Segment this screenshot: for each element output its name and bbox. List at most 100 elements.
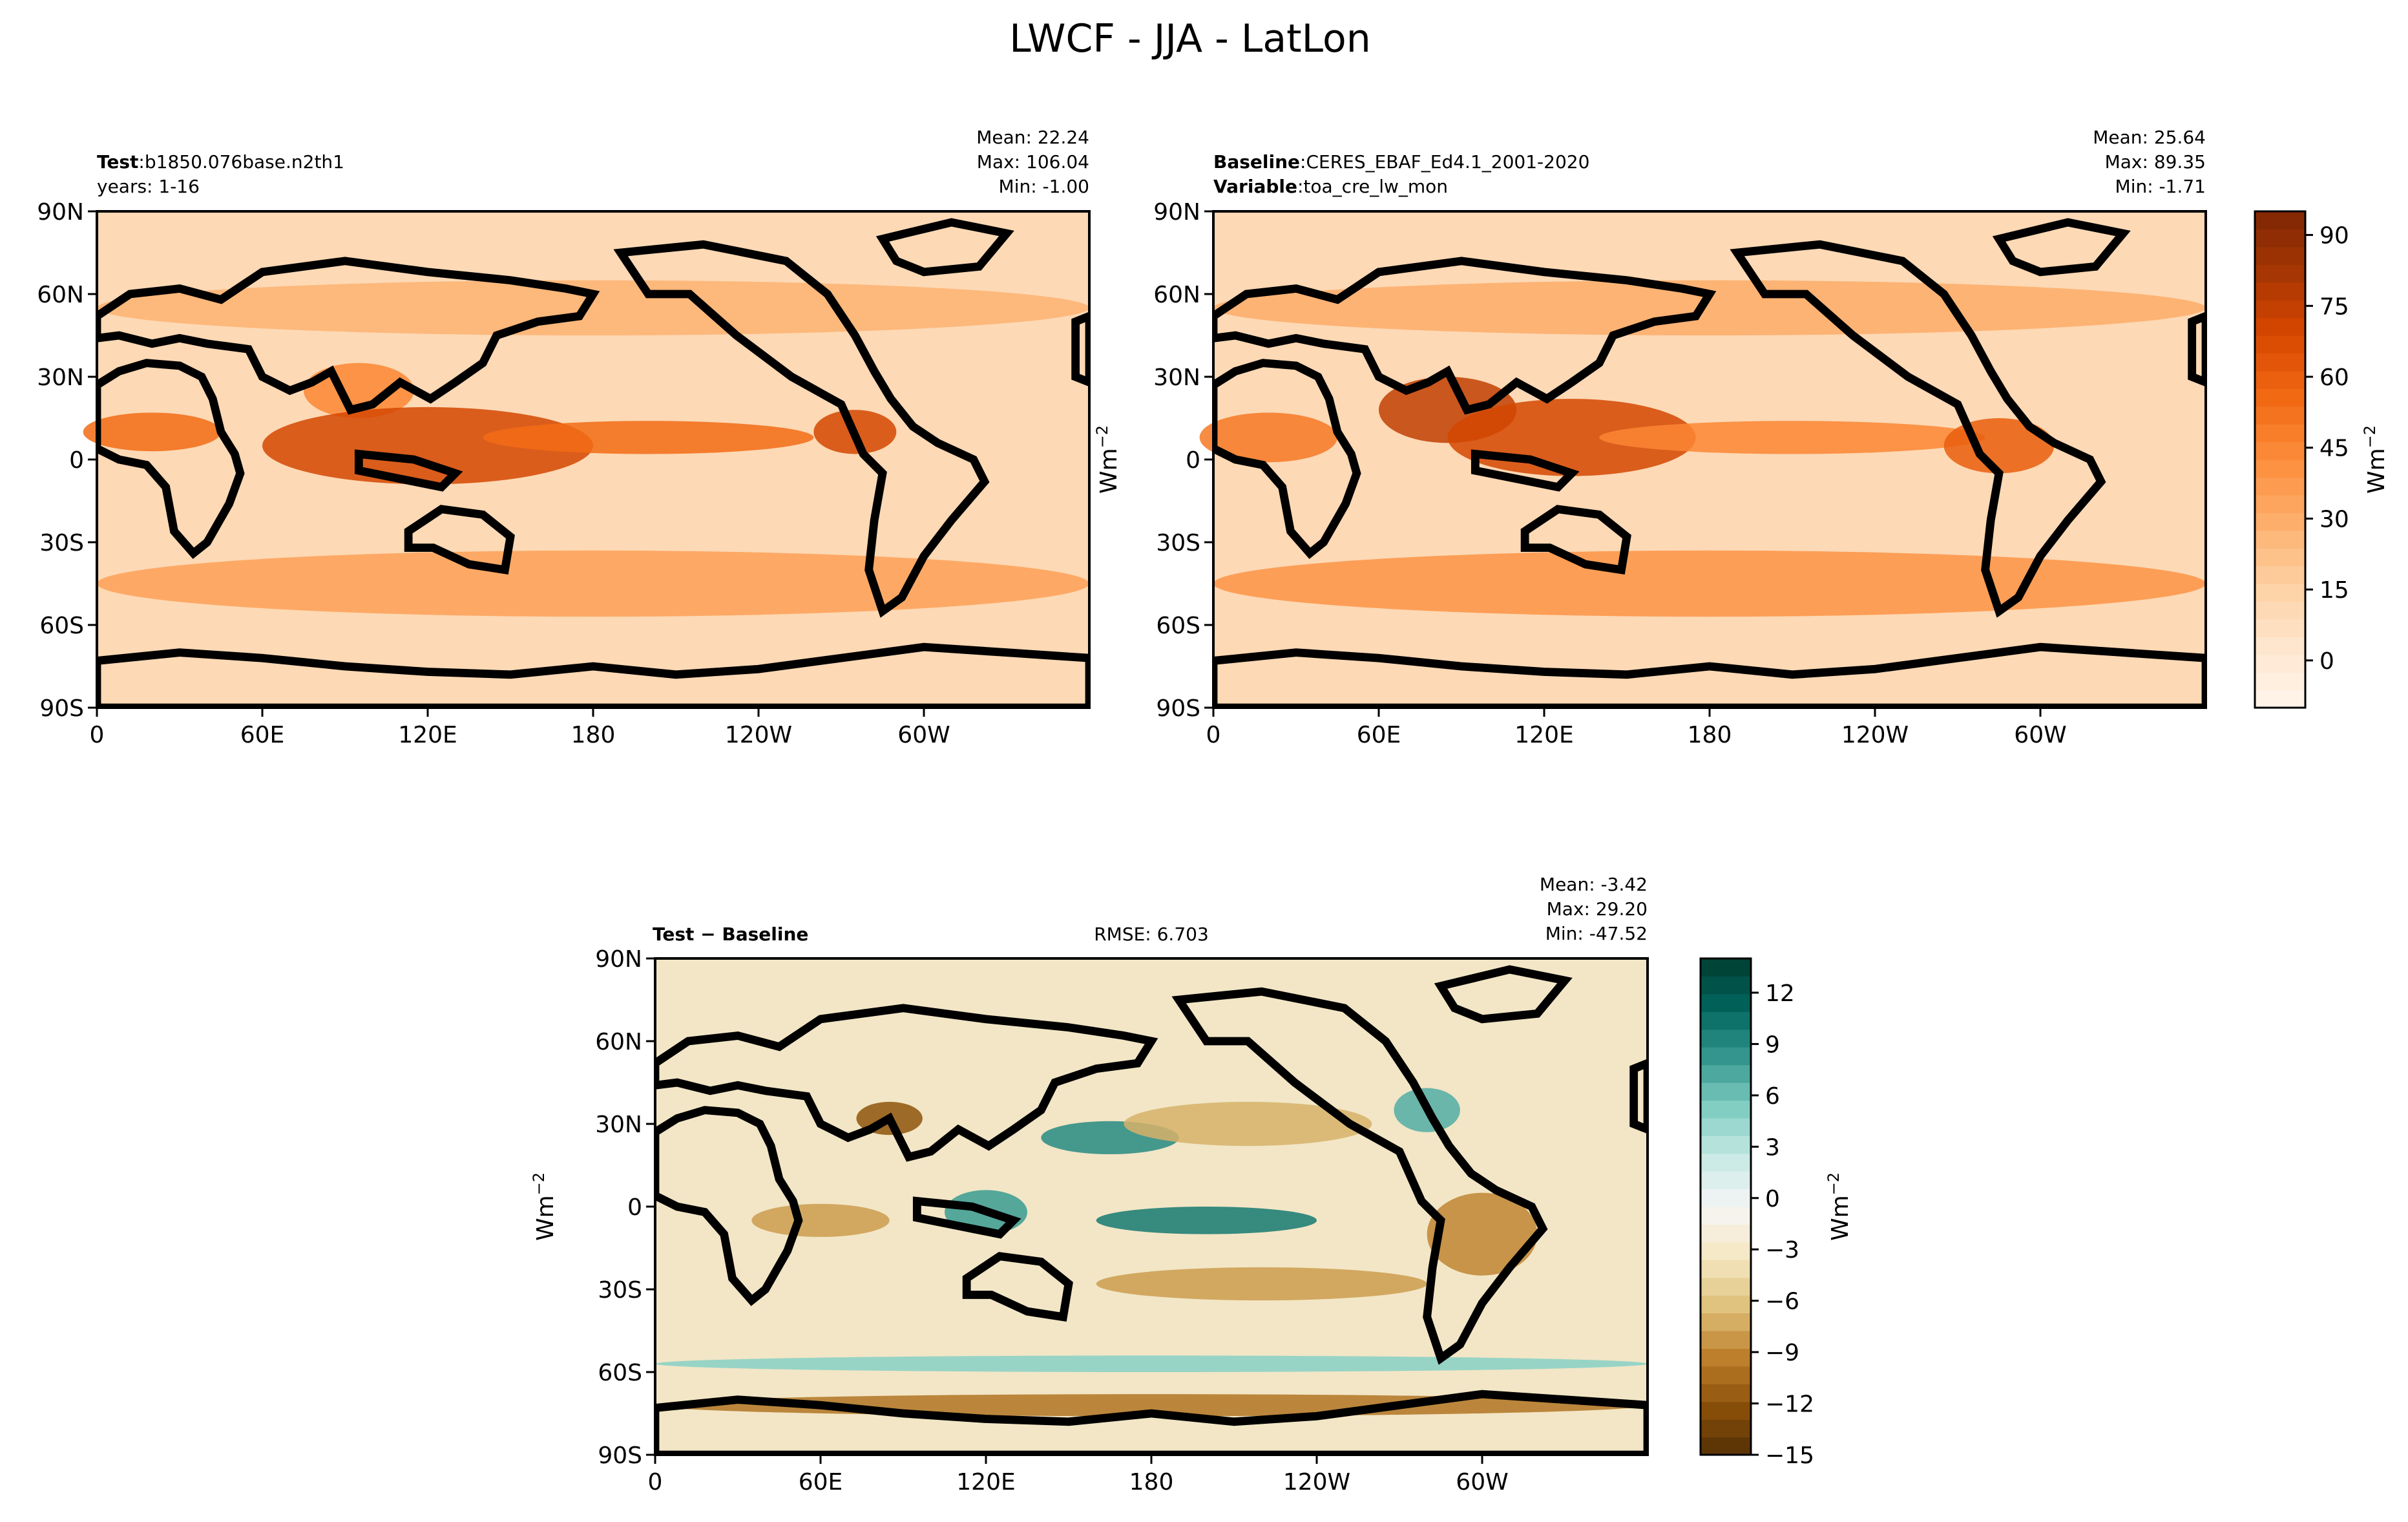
baseline-ytick-label: 30S (1156, 530, 1200, 556)
difference-colorbar-step (1701, 1117, 1751, 1136)
difference-xtick-label: 180 (1129, 1469, 1174, 1496)
difference-colorbar-step (1701, 1437, 1751, 1455)
baseline-colorbar-step (2255, 441, 2305, 460)
baseline-colorbar-label: Wm−2 (2361, 425, 2390, 494)
test-ytick-label: 60N (37, 282, 84, 308)
baseline-colorbar-step (2255, 565, 2305, 584)
baseline-colorbar-tick-label: 15 (2319, 577, 2349, 604)
baseline-colorbar-step (2255, 211, 2305, 230)
difference-colorbar-tick-label: −15 (1765, 1443, 1814, 1469)
baseline-xtick-label: 60E (1357, 722, 1401, 748)
baseline-ytick-label: 30N (1153, 365, 1200, 391)
test-xtick-label: 180 (571, 722, 616, 748)
test-label-text: b1850.076base.n2th1 (145, 151, 344, 173)
test-xticks: 0 60E 120E 180 120W 60W (90, 708, 950, 748)
difference-ytick-label: 60N (595, 1029, 642, 1055)
baseline-colorbar-step (2255, 548, 2305, 567)
baseline-colorbar-step (2255, 494, 2305, 513)
baseline-yticks: 90N 60N 30N 0 30S 60S 90S (1153, 199, 1213, 722)
test-field-6 (97, 280, 1089, 335)
test-mean: Mean: 22.24 (976, 127, 1089, 148)
baseline-colorbar-step (2255, 335, 2305, 354)
difference-ytick-label: 30S (598, 1277, 642, 1304)
difference-ylabel: Wm−2 (530, 1172, 559, 1241)
baseline-xtick-label: 120E (1514, 722, 1573, 748)
difference-colorbar-step (1701, 1153, 1751, 1172)
difference-field-4 (1096, 1267, 1427, 1301)
difference-colorbar-step (1701, 976, 1751, 995)
difference-ytick-label: 0 (627, 1194, 642, 1221)
difference-rmse: RMSE: 6.703 (1094, 924, 1209, 945)
baseline-map (1199, 210, 2207, 709)
difference-colorbar-tick-label: 9 (1765, 1031, 1780, 1058)
baseline-colorbar-step (2255, 406, 2305, 425)
baseline-colorbar-tick-label: 90 (2319, 223, 2349, 249)
baseline-field-6 (1213, 280, 2206, 335)
difference-colorbar-step (1701, 1295, 1751, 1314)
baseline-xtick-label: 120W (1841, 722, 1909, 748)
baseline-colorbar-step (2255, 637, 2305, 655)
baseline-field-0 (1199, 412, 1337, 463)
test-field-5 (97, 550, 1089, 617)
difference-xtick-label: 120E (956, 1469, 1015, 1496)
baseline-ytick-label: 60S (1156, 613, 1200, 639)
difference-field-7 (1427, 1192, 1538, 1276)
difference-colorbar-step (1701, 1047, 1751, 1066)
difference-colorbar-tick-label: 0 (1765, 1186, 1780, 1212)
difference-colorbar-step (1701, 1366, 1751, 1384)
difference-colorbar-step (1701, 1224, 1751, 1243)
difference-field-5 (751, 1203, 890, 1237)
baseline-colorbar-step (2255, 513, 2305, 531)
baseline-colorbar-tick-label: 0 (2319, 648, 2334, 675)
difference-colorbar-tick-label: −9 (1765, 1340, 1799, 1366)
difference-colorbar-step (1701, 993, 1751, 1012)
test-ytick-label: 30N (37, 365, 84, 391)
difference-xtick-label: 60E (799, 1469, 843, 1496)
baseline-colorbar-step (2255, 460, 2305, 478)
difference-mean: Mean: -3.42 (1540, 874, 1648, 895)
baseline-colorbar-step (2255, 353, 2305, 372)
difference-xtick-label: 60W (1456, 1469, 1508, 1496)
baseline-colorbar-step (2255, 370, 2305, 389)
baseline-colorbar-step (2255, 424, 2305, 443)
difference-colorbar-tick-label: 3 (1765, 1134, 1780, 1161)
difference-field-8 (655, 1355, 1648, 1372)
test-label: Test:b1850.076base.n2th1 (97, 151, 344, 173)
difference-colorbar: 12 9 6 3 0 −3 −6 −9 −12 −15 Wm−2 (1699, 957, 1854, 1469)
baseline-colorbar-step (2255, 601, 2305, 620)
difference-colorbar-step (1701, 958, 1751, 977)
difference-colorbar-tick-label: −3 (1765, 1237, 1799, 1263)
difference-colorbar-step (1701, 1171, 1751, 1190)
difference-field-1 (1096, 1207, 1317, 1234)
baseline-colorbar-step (2255, 229, 2305, 248)
test-ytick-label: 60S (39, 613, 84, 639)
difference-colorbar-tick-label: 12 (1765, 980, 1795, 1007)
difference-xtick-label: 0 (648, 1469, 663, 1496)
test-ytick-label: 90N (37, 199, 84, 226)
test-xtick-label: 60E (240, 722, 285, 748)
baseline-colorbar-step (2255, 530, 2305, 549)
baseline-label: Baseline:CERES_EBAF_Ed4.1_2001-2020 (1213, 151, 1589, 173)
difference-yticks: 90N 60N 30N 0 30S 60S 90S (595, 946, 655, 1469)
difference-min: Min: -47.52 (1545, 923, 1648, 944)
test-panel: Test:b1850.076base.n2th1 years: 1-16 Mea… (37, 127, 1091, 748)
difference-colorbar-tick-label: −12 (1765, 1391, 1814, 1418)
difference-colorbar-step (1701, 1189, 1751, 1207)
baseline-ytick-label: 60N (1153, 282, 1200, 308)
baseline-colorbar-step (2255, 388, 2305, 407)
baseline-variable-bold: Variable (1213, 176, 1297, 197)
baseline-label-bold: Baseline (1213, 151, 1300, 173)
difference-map (654, 957, 1649, 1456)
difference-colorbar-step (1701, 1064, 1751, 1083)
difference-ytick-label: 90N (595, 946, 642, 973)
baseline-xtick-label: 60W (2014, 722, 2066, 748)
difference-ytick-label: 60S (598, 1360, 642, 1386)
figure-title: LWCF - JJA - LatLon (1009, 16, 1370, 61)
difference-ytick-label: 30N (595, 1112, 642, 1138)
difference-colorbar-step (1701, 1136, 1751, 1154)
baseline-field-3 (1599, 421, 1985, 454)
baseline-ytick-label: 0 (1186, 447, 1200, 474)
baseline-colorbar: 0 15 30 45 60 75 90 Wm−2 (2254, 210, 2390, 709)
difference-field-3 (1124, 1101, 1372, 1147)
